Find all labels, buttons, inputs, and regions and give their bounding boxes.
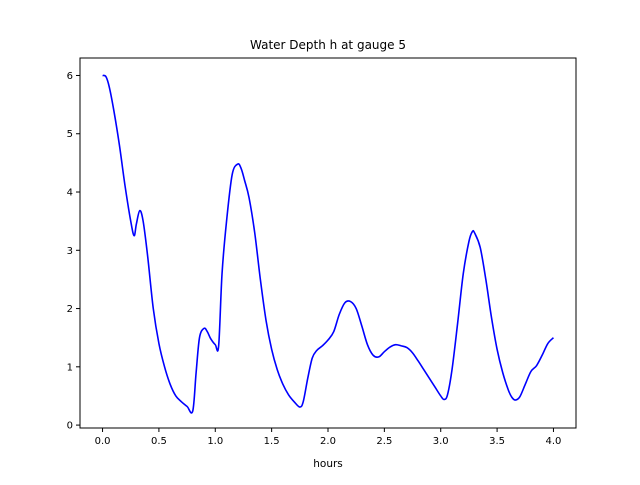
x-tick-label: 4.0 <box>546 436 562 447</box>
y-tick-label: 6 <box>67 71 73 82</box>
chart-title: Water Depth h at gauge 5 <box>250 38 406 52</box>
x-tick-label: 2.5 <box>376 436 392 447</box>
y-tick-label: 5 <box>67 129 73 140</box>
y-tick-label: 4 <box>67 188 73 199</box>
y-tick-label: 1 <box>67 362 73 373</box>
x-axis: 0.0 0.5 1.0 1.5 2.0 2.5 3.0 3.5 4.0 <box>95 428 562 447</box>
plot-area <box>79 57 577 429</box>
plot-frame <box>79 57 577 429</box>
x-tick-label: 3.0 <box>433 436 449 447</box>
x-tick-label: 3.5 <box>489 436 505 447</box>
series-layer <box>102 74 555 414</box>
y-tick-label: 0 <box>67 421 73 432</box>
x-tick-label: 1.5 <box>264 436 280 447</box>
y-tick-label: 2 <box>67 304 73 315</box>
x-tick-label: 0.0 <box>95 436 111 447</box>
x-tick-label: 0.5 <box>151 436 167 447</box>
y-axis: 0 1 2 3 4 5 6 <box>67 71 80 432</box>
x-tick-label: 1.0 <box>207 436 223 447</box>
x-tick-label: 2.0 <box>320 436 336 447</box>
series-line <box>102 74 555 414</box>
y-tick-label: 3 <box>67 246 73 257</box>
x-axis-label: hours <box>313 458 343 470</box>
